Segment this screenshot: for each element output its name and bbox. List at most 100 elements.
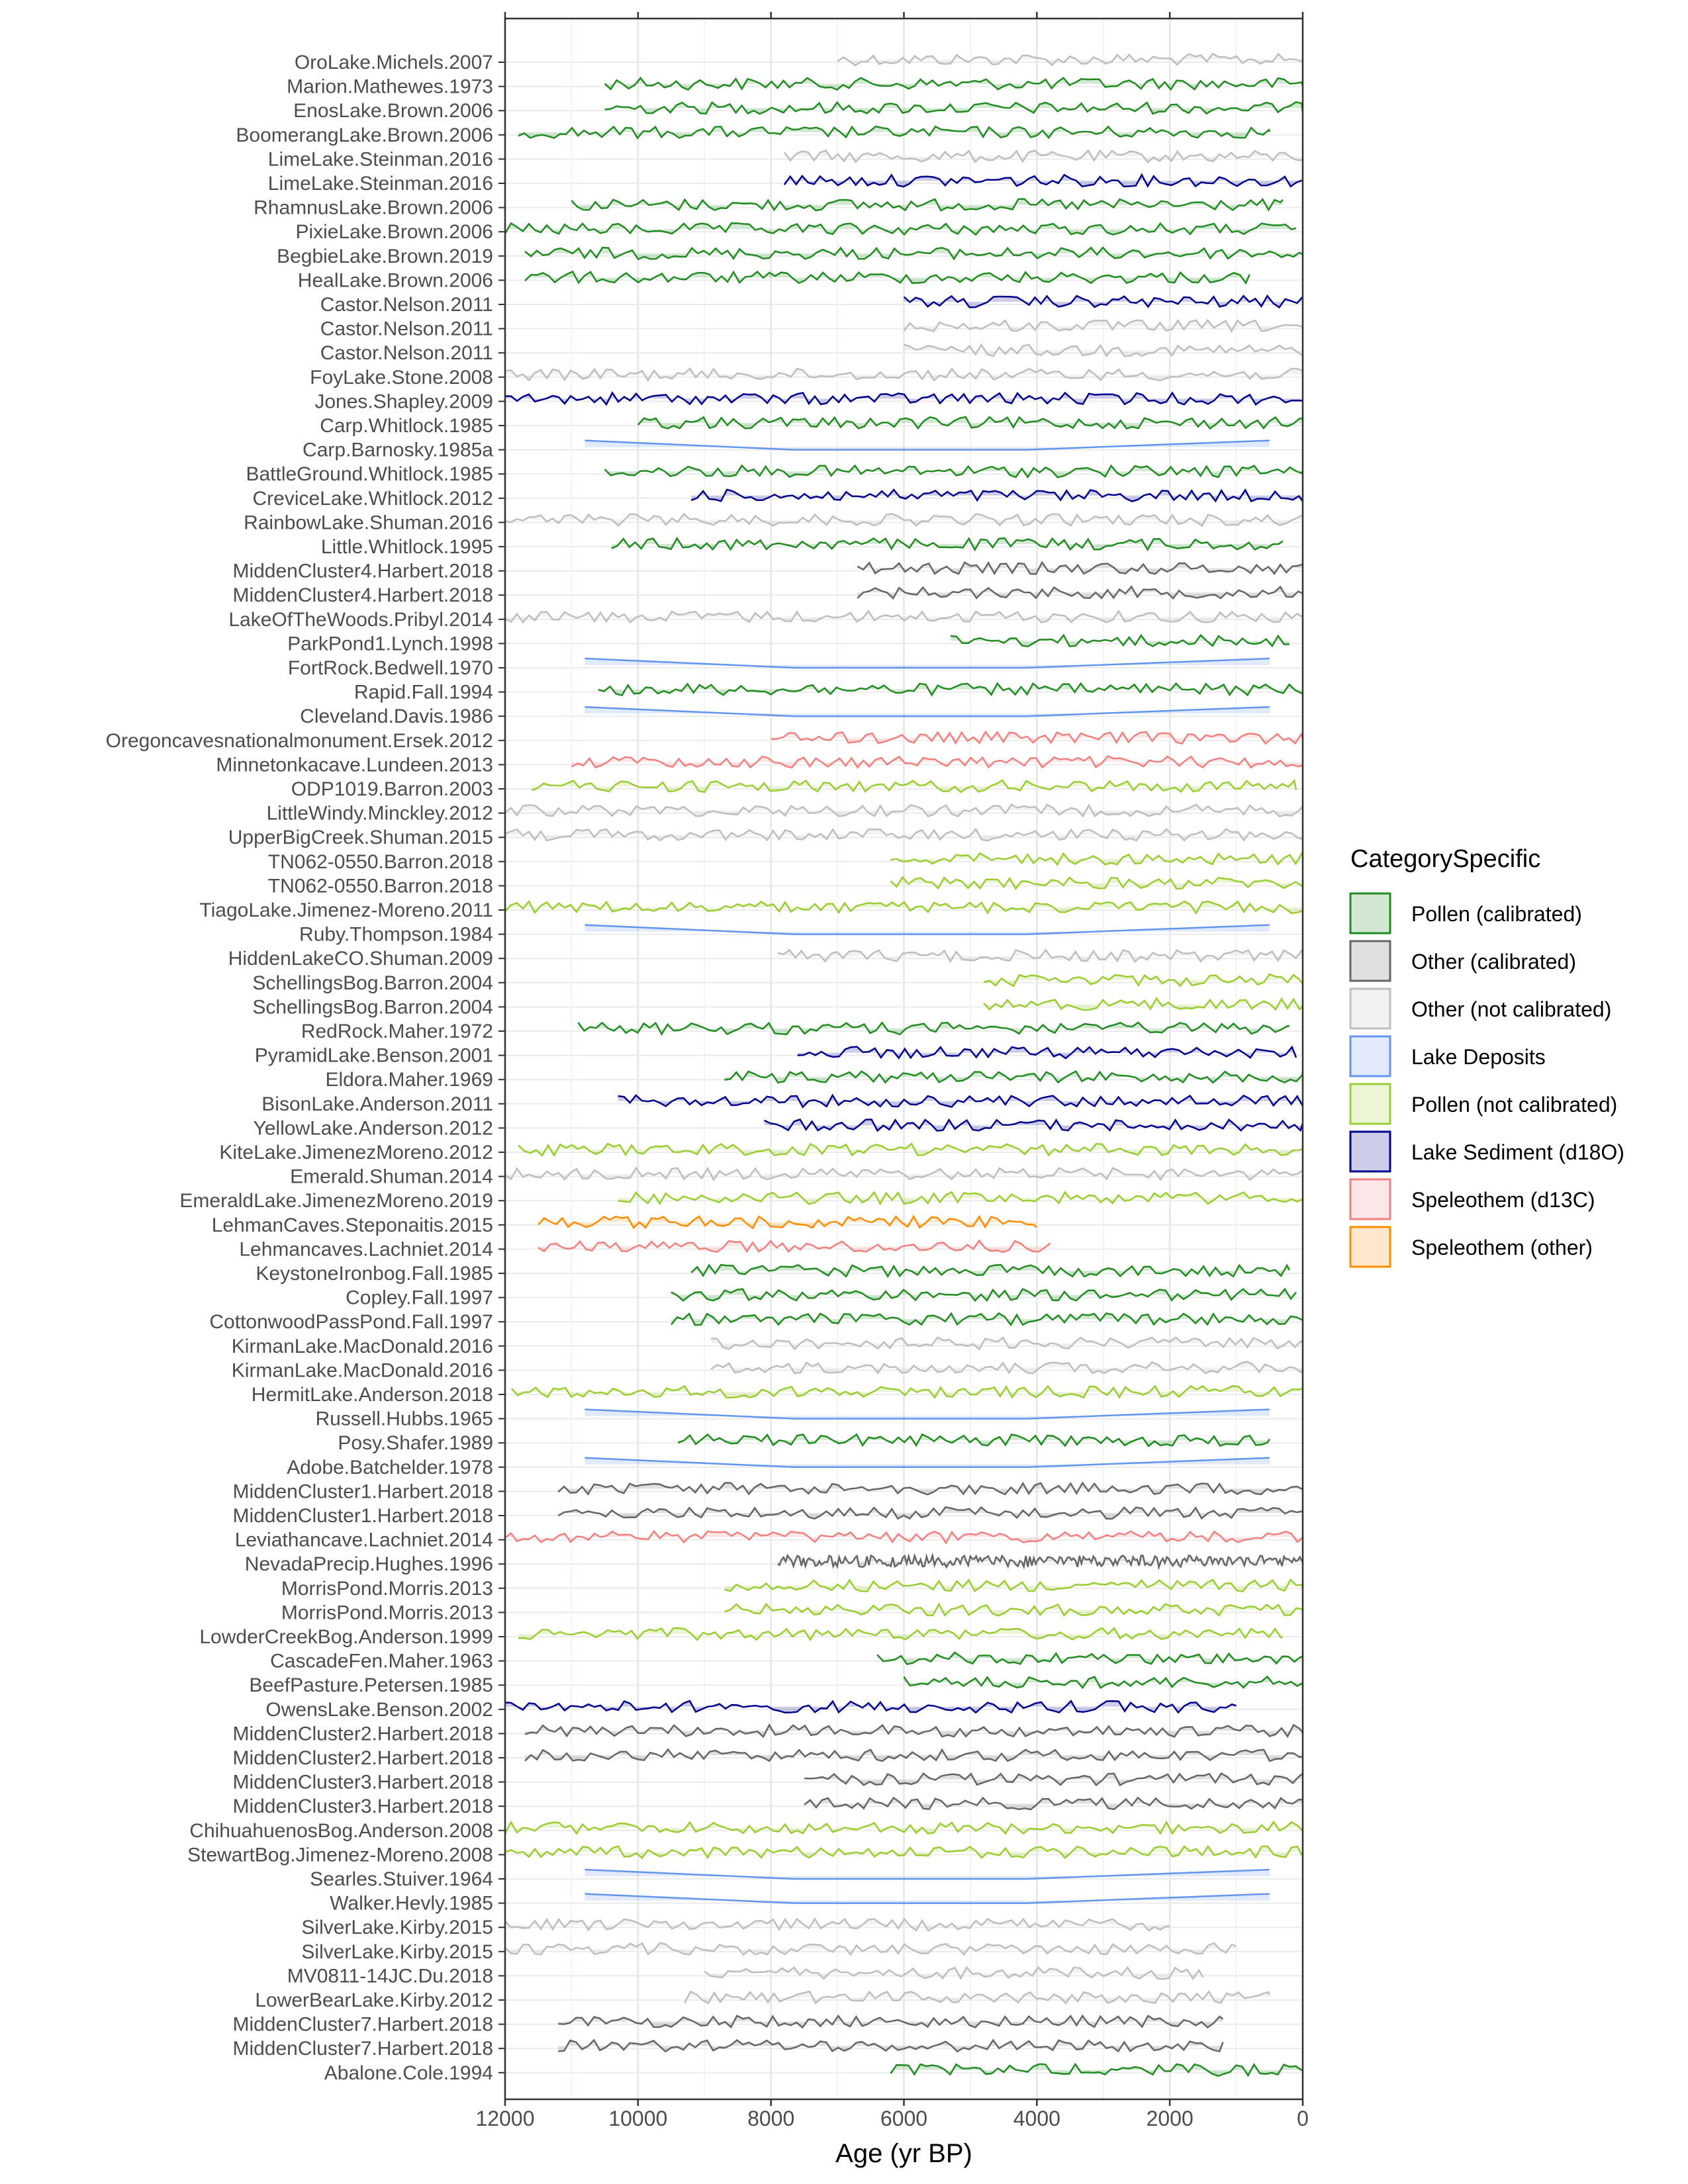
series-line	[890, 876, 1303, 891]
y-tick-label: LowerBearLake.Kirby.2012	[255, 1989, 493, 2011]
series-row	[524, 246, 1303, 261]
y-tick-label: Minnetonkacave.Lundeen.2013	[216, 754, 493, 776]
y-tick-label: Adobe.Batchelder.1978	[287, 1457, 493, 1479]
series-line	[876, 1651, 1303, 1665]
y-tick-label: Carp.Whitlock.1985	[320, 415, 493, 437]
y-tick-label: Castor.Nelson.2011	[320, 342, 493, 364]
series-line	[585, 1457, 1270, 1469]
series-line	[585, 1868, 1270, 1880]
y-tick-label: MiddenCluster2.Harbert.2018	[232, 1723, 493, 1745]
series-row	[504, 899, 1303, 915]
series-row	[604, 464, 1304, 479]
series-line	[538, 1214, 1038, 1230]
series-row	[577, 1021, 1290, 1036]
series-row	[518, 1142, 1303, 1158]
series-line	[983, 973, 1304, 987]
series-row	[504, 1166, 1303, 1182]
series-line	[504, 899, 1303, 915]
y-tick-label: CottonwoodPassPond.Fall.1997	[209, 1311, 493, 1333]
series-area	[505, 392, 1303, 405]
y-tick-label: Abalone.Cole.1994	[324, 2062, 493, 2084]
series-line	[504, 827, 1303, 842]
x-tick-label: 8000	[747, 2107, 794, 2130]
y-tick-label: MiddenCluster1.Harbert.2018	[232, 1480, 493, 1502]
series-line	[504, 803, 1303, 818]
series-row	[890, 852, 1303, 866]
series-line	[571, 754, 1303, 769]
y-tick-label: ChihuahuenosBog.Anderson.2008	[189, 1820, 493, 1842]
series-area	[704, 1967, 1203, 1979]
series-row	[671, 1312, 1303, 1327]
y-tick-label: HermitLake.Anderson.2018	[252, 1384, 493, 1406]
series-line	[797, 1045, 1297, 1060]
series-row	[571, 754, 1303, 769]
series-line	[777, 948, 1304, 964]
y-tick-label: Jones.Shapley.2009	[314, 390, 493, 412]
y-tick-label: BeefPasture.Petersen.1985	[249, 1674, 493, 1696]
y-tick-label: Searles.Stuiver.1964	[310, 1868, 493, 1890]
series-row	[604, 76, 1304, 91]
legend-label: Other (not calibrated)	[1411, 997, 1611, 1021]
legend-label: Other (calibrated)	[1411, 950, 1576, 974]
series-row	[637, 416, 1303, 430]
series-line	[890, 852, 1303, 866]
series-row	[890, 876, 1303, 891]
y-tick-label: Ruby.Thompson.1984	[299, 924, 493, 946]
series-line	[558, 2038, 1224, 2053]
series-row	[690, 488, 1304, 503]
series-row	[504, 1917, 1170, 1932]
y-tick-label: BoomerangLake.Brown.2006	[236, 124, 493, 146]
y-axis-labels: OroLake.Michels.2007 Marion.Mathewes.1973…	[106, 52, 505, 2084]
series-row	[504, 512, 1303, 527]
series-line	[837, 52, 1304, 67]
series-row	[904, 343, 1303, 358]
series-line	[585, 705, 1270, 717]
series-line	[524, 1748, 1303, 1762]
y-tick-label: SilverLake.Kirby.2015	[301, 1917, 493, 1938]
y-tick-label: MorrisPond.Morris.2013	[281, 1578, 493, 1600]
y-tick-label: Castor.Nelson.2011	[320, 318, 493, 340]
series-row	[797, 1045, 1297, 1060]
series-row	[604, 101, 1304, 115]
series-row	[518, 1627, 1283, 1641]
series-line	[531, 778, 1297, 794]
series-row	[683, 1990, 1270, 2005]
series-row	[504, 827, 1303, 842]
series-line	[504, 610, 1303, 624]
series-row	[783, 173, 1304, 188]
series-line	[677, 1433, 1270, 1447]
y-tick-label: Emerald.Shuman.2014	[290, 1166, 493, 1188]
y-tick-label: Carp.Barnosky.1985a	[303, 439, 493, 461]
x-tick-label: 6000	[880, 2107, 927, 2130]
series-area	[571, 199, 1283, 211]
series-line	[557, 1481, 1303, 1496]
series-row	[903, 318, 1303, 334]
legend-item: Lake Deposits	[1349, 1035, 1546, 1077]
series-row	[558, 2038, 1224, 2053]
series-row	[585, 1408, 1270, 1420]
y-tick-label: NevadaPrecip.Hughes.1996	[245, 1553, 493, 1575]
series-row	[611, 536, 1284, 552]
y-tick-label: BegbieLake.Brown.2019	[277, 246, 493, 267]
series-line	[764, 1118, 1304, 1132]
y-tick-label: PixieLake.Brown.2006	[295, 221, 493, 243]
series-line	[538, 1239, 1051, 1253]
legend-key	[1349, 1178, 1391, 1220]
y-tick-label: LehmanCaves.Steponaitis.2015	[212, 1214, 493, 1236]
legend-label: Lake Sediment (d18O)	[1411, 1140, 1624, 1164]
series-row	[504, 610, 1303, 624]
y-tick-label: MV0811-14JC.Du.2018	[287, 1965, 493, 1987]
series-line	[504, 1917, 1170, 1932]
series-area	[505, 1701, 1237, 1713]
series-row	[524, 270, 1250, 285]
series-line	[671, 1287, 1297, 1302]
series-line	[504, 1820, 1303, 1835]
y-tick-label: KiteLake.JimenezMoreno.2012	[219, 1142, 493, 1163]
series-line	[724, 1602, 1303, 1617]
legend-label: Speleothem (other)	[1411, 1236, 1593, 1259]
y-tick-label: TN062-0550.Barron.2018	[268, 875, 493, 897]
y-tick-label: LittleWindy.Minckley.2012	[267, 803, 493, 825]
legend-label: Pollen (not calibrated)	[1411, 1093, 1617, 1116]
series-area	[578, 1023, 1289, 1034]
series-row	[618, 1191, 1303, 1206]
